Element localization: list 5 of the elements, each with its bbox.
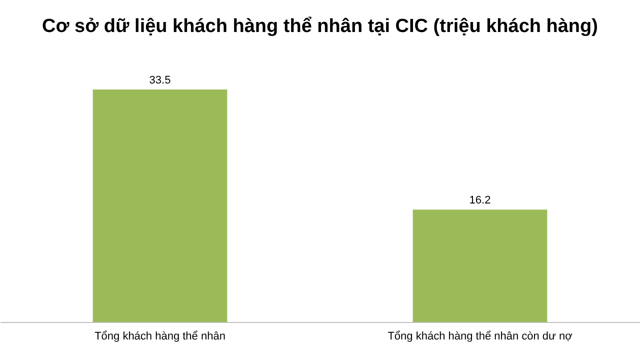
data-label: 16.2 (469, 194, 491, 207)
data-label: 33.5 (149, 74, 171, 87)
x-tick-label: Tổng khách hàng thể nhân còn dư nợ (388, 330, 572, 342)
x-tick-label: Tổng khách hàng thể nhân (94, 330, 226, 342)
chart-title: Cơ sở dữ liệu khách hàng thể nhân tại CIC (triệu khách hàng) (42, 16, 598, 37)
